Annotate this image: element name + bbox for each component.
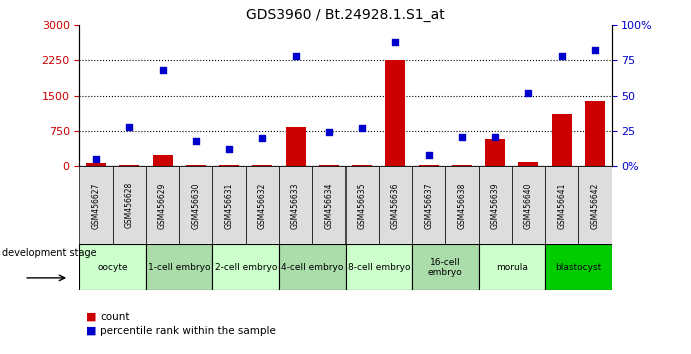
Bar	[279, 244, 346, 290]
Bar	[252, 165, 272, 166]
Text: GSM456638: GSM456638	[457, 182, 466, 229]
Bar	[113, 166, 146, 244]
Point	[556, 53, 567, 59]
Bar	[412, 166, 445, 244]
Text: GSM456632: GSM456632	[258, 182, 267, 229]
Point	[257, 135, 268, 141]
Text: GSM456627: GSM456627	[92, 182, 101, 229]
Text: GSM456637: GSM456637	[424, 182, 433, 229]
Title: GDS3960 / Bt.24928.1.S1_at: GDS3960 / Bt.24928.1.S1_at	[246, 8, 445, 22]
Text: GSM456628: GSM456628	[125, 182, 134, 228]
Bar	[146, 166, 179, 244]
Bar	[186, 165, 206, 166]
Text: 1-cell embryo: 1-cell embryo	[148, 263, 211, 272]
Bar	[578, 166, 612, 244]
Text: GSM456633: GSM456633	[291, 182, 300, 229]
Bar	[153, 155, 173, 166]
Text: GSM456631: GSM456631	[225, 182, 234, 229]
Bar	[219, 165, 239, 166]
Text: blastocyst: blastocyst	[555, 263, 601, 272]
Text: GSM456636: GSM456636	[391, 182, 400, 229]
Text: GSM456642: GSM456642	[590, 182, 599, 229]
Text: development stage: development stage	[2, 248, 97, 258]
Text: oocyte: oocyte	[97, 263, 128, 272]
Bar	[279, 166, 312, 244]
Text: 8-cell embryo: 8-cell embryo	[348, 263, 410, 272]
Point	[323, 130, 334, 135]
Text: ■: ■	[86, 326, 97, 336]
Point	[357, 125, 368, 131]
Text: ■: ■	[86, 312, 97, 322]
Text: percentile rank within the sample: percentile rank within the sample	[100, 326, 276, 336]
Bar	[312, 166, 346, 244]
Text: GSM456630: GSM456630	[191, 182, 200, 229]
Text: 4-cell embryo: 4-cell embryo	[281, 263, 343, 272]
Bar	[478, 166, 512, 244]
Bar	[212, 166, 246, 244]
Bar	[79, 166, 113, 244]
Bar	[246, 166, 279, 244]
Bar	[379, 166, 412, 244]
Bar	[179, 166, 212, 244]
Text: GSM456635: GSM456635	[358, 182, 367, 229]
Bar	[518, 162, 538, 166]
Text: GSM456640: GSM456640	[524, 182, 533, 229]
Bar	[352, 165, 372, 166]
Bar	[419, 165, 439, 166]
Bar	[445, 166, 478, 244]
Point	[157, 67, 168, 73]
Text: GSM456641: GSM456641	[557, 182, 566, 229]
Point	[589, 47, 600, 53]
Point	[290, 53, 301, 59]
Text: 2-cell embryo: 2-cell embryo	[214, 263, 277, 272]
Bar	[79, 244, 146, 290]
Point	[456, 134, 467, 139]
Bar	[346, 244, 412, 290]
Point	[490, 134, 501, 139]
Bar	[346, 166, 379, 244]
Bar	[478, 244, 545, 290]
Bar	[146, 244, 212, 290]
Bar	[412, 244, 478, 290]
Text: GSM456639: GSM456639	[491, 182, 500, 229]
Bar	[551, 114, 571, 166]
Point	[390, 39, 401, 45]
Bar	[512, 166, 545, 244]
Bar	[545, 244, 612, 290]
Bar	[319, 165, 339, 166]
Text: 16-cell
embryo: 16-cell embryo	[428, 258, 463, 277]
Bar	[585, 101, 605, 166]
Text: morula: morula	[496, 263, 528, 272]
Bar	[285, 127, 305, 166]
Bar	[212, 244, 279, 290]
Point	[190, 138, 201, 144]
Point	[124, 124, 135, 130]
Bar	[545, 166, 578, 244]
Text: GSM456634: GSM456634	[324, 182, 333, 229]
Point	[423, 152, 434, 158]
Bar	[452, 165, 472, 166]
Bar	[386, 60, 406, 166]
Point	[224, 147, 235, 152]
Text: GSM456629: GSM456629	[158, 182, 167, 229]
Point	[523, 90, 534, 96]
Point	[91, 156, 102, 162]
Text: count: count	[100, 312, 130, 322]
Bar	[485, 139, 505, 166]
Bar	[120, 165, 140, 166]
Bar	[86, 162, 106, 166]
